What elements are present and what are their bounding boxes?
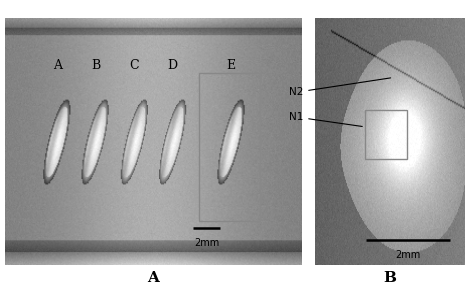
Text: D: D [168, 59, 178, 72]
Text: B: B [91, 59, 100, 72]
Text: A: A [53, 59, 62, 72]
Text: 2mm: 2mm [396, 250, 421, 260]
Text: N1: N1 [289, 112, 362, 126]
Bar [199, 73, 260, 221]
Text: B: B [383, 271, 396, 285]
Text: C: C [129, 59, 139, 72]
Text: N2: N2 [289, 78, 391, 97]
Text: 2mm: 2mm [194, 238, 219, 248]
Text: E: E [226, 59, 235, 72]
Text: A: A [147, 271, 159, 285]
Bar [365, 110, 407, 159]
